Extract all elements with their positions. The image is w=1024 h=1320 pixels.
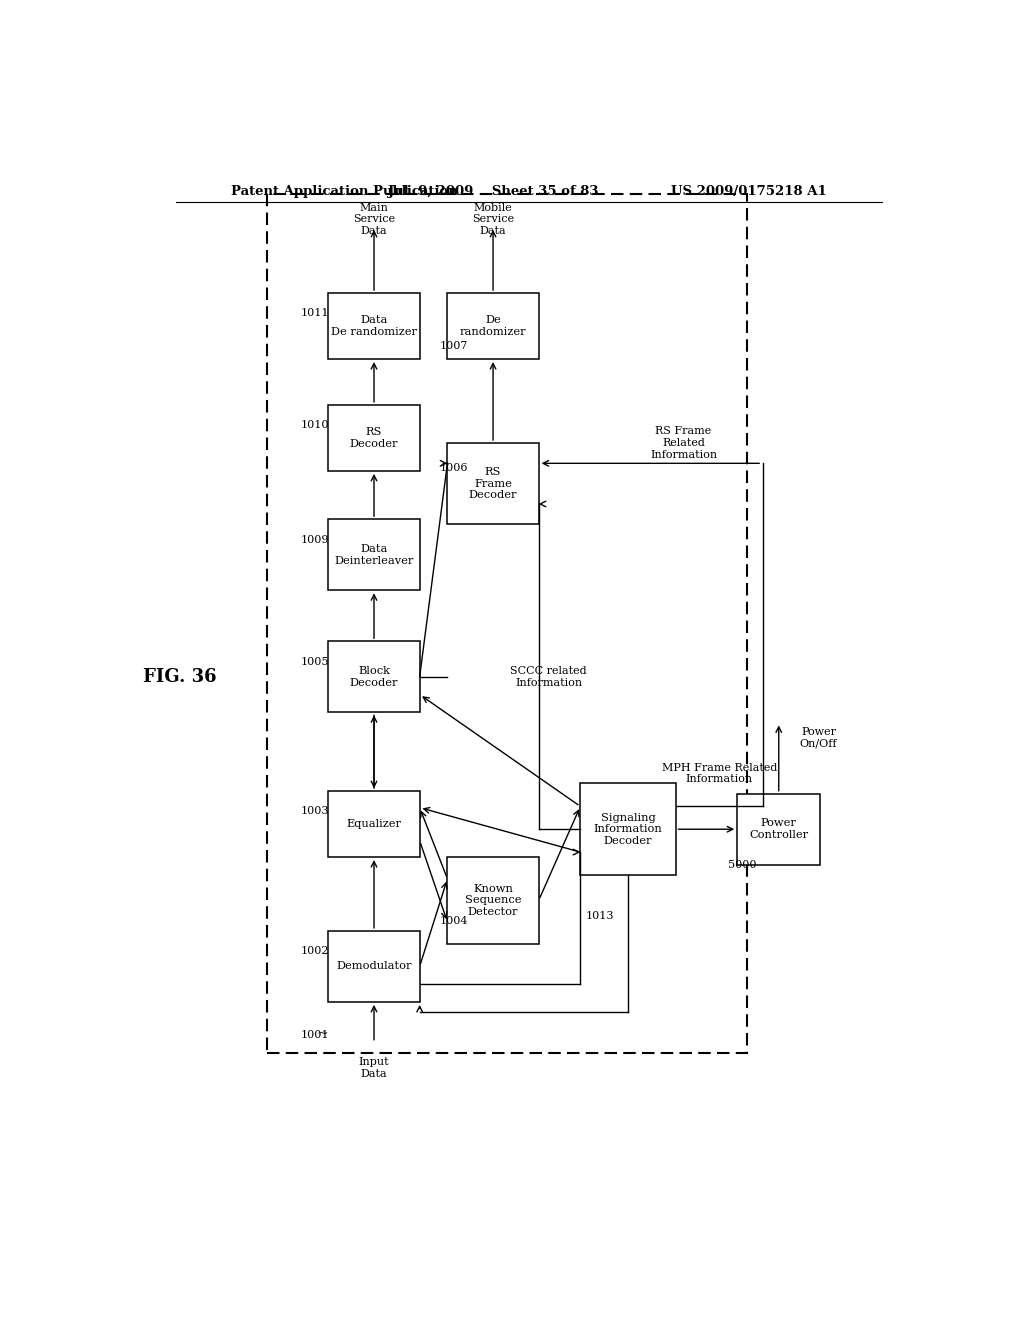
Bar [737,793,820,865]
Text: RS
Decoder: RS Decoder [350,428,398,449]
Text: Equalizer: Equalizer [346,820,401,829]
Text: 1001: 1001 [301,1030,330,1040]
Text: Power
Controller: Power Controller [750,818,808,840]
Bar [447,857,539,944]
Bar [329,931,420,1002]
Text: RS
Frame
Decoder: RS Frame Decoder [469,467,517,500]
Text: Known
Sequence
Detector: Known Sequence Detector [465,884,521,917]
Bar [581,784,676,875]
Text: Data
Deinterleaver: Data Deinterleaver [334,544,414,565]
Bar [447,444,539,524]
Text: Power
On/Off: Power On/Off [800,727,838,748]
Text: 1003: 1003 [301,807,330,816]
Bar [447,293,539,359]
Bar [329,405,420,471]
Text: SCCC related
Information: SCCC related Information [510,667,587,688]
Text: De
randomizer: De randomizer [460,315,526,337]
Bar [329,791,420,857]
Text: Patent Application Publication: Patent Application Publication [231,185,458,198]
Text: 1004: 1004 [440,916,468,925]
Bar [329,642,420,713]
Text: 1002: 1002 [301,946,330,956]
Text: 1005: 1005 [301,656,330,667]
Text: 1011: 1011 [301,308,330,318]
Text: 5000: 5000 [728,859,757,870]
Text: Signaling
Information
Decoder: Signaling Information Decoder [594,813,663,846]
Text: FIG. 36: FIG. 36 [142,668,216,686]
Text: Input
Data: Input Data [358,1057,389,1078]
Text: Data
De randomizer: Data De randomizer [331,315,417,337]
Text: 1013: 1013 [586,911,614,920]
Bar [329,519,420,590]
Bar [329,293,420,359]
Text: 1007: 1007 [440,342,468,351]
Text: Jul. 9, 2009    Sheet 35 of 83: Jul. 9, 2009 Sheet 35 of 83 [388,185,598,198]
Text: Main
Service
Data: Main Service Data [353,203,395,236]
Text: Block
Decoder: Block Decoder [350,667,398,688]
Text: RS Frame
Related
Information: RS Frame Related Information [650,426,717,459]
Text: US 2009/0175218 A1: US 2009/0175218 A1 [671,185,826,198]
Text: ~: ~ [316,1027,329,1041]
Text: Mobile
Service
Data: Mobile Service Data [472,203,514,236]
Text: 1010: 1010 [301,420,330,430]
Text: 1009: 1009 [301,535,330,545]
Text: Demodulator: Demodulator [336,961,412,972]
Bar [267,194,748,1053]
Text: MPH Frame Related
Information: MPH Frame Related Information [662,763,777,784]
Text: 1006: 1006 [440,463,468,474]
